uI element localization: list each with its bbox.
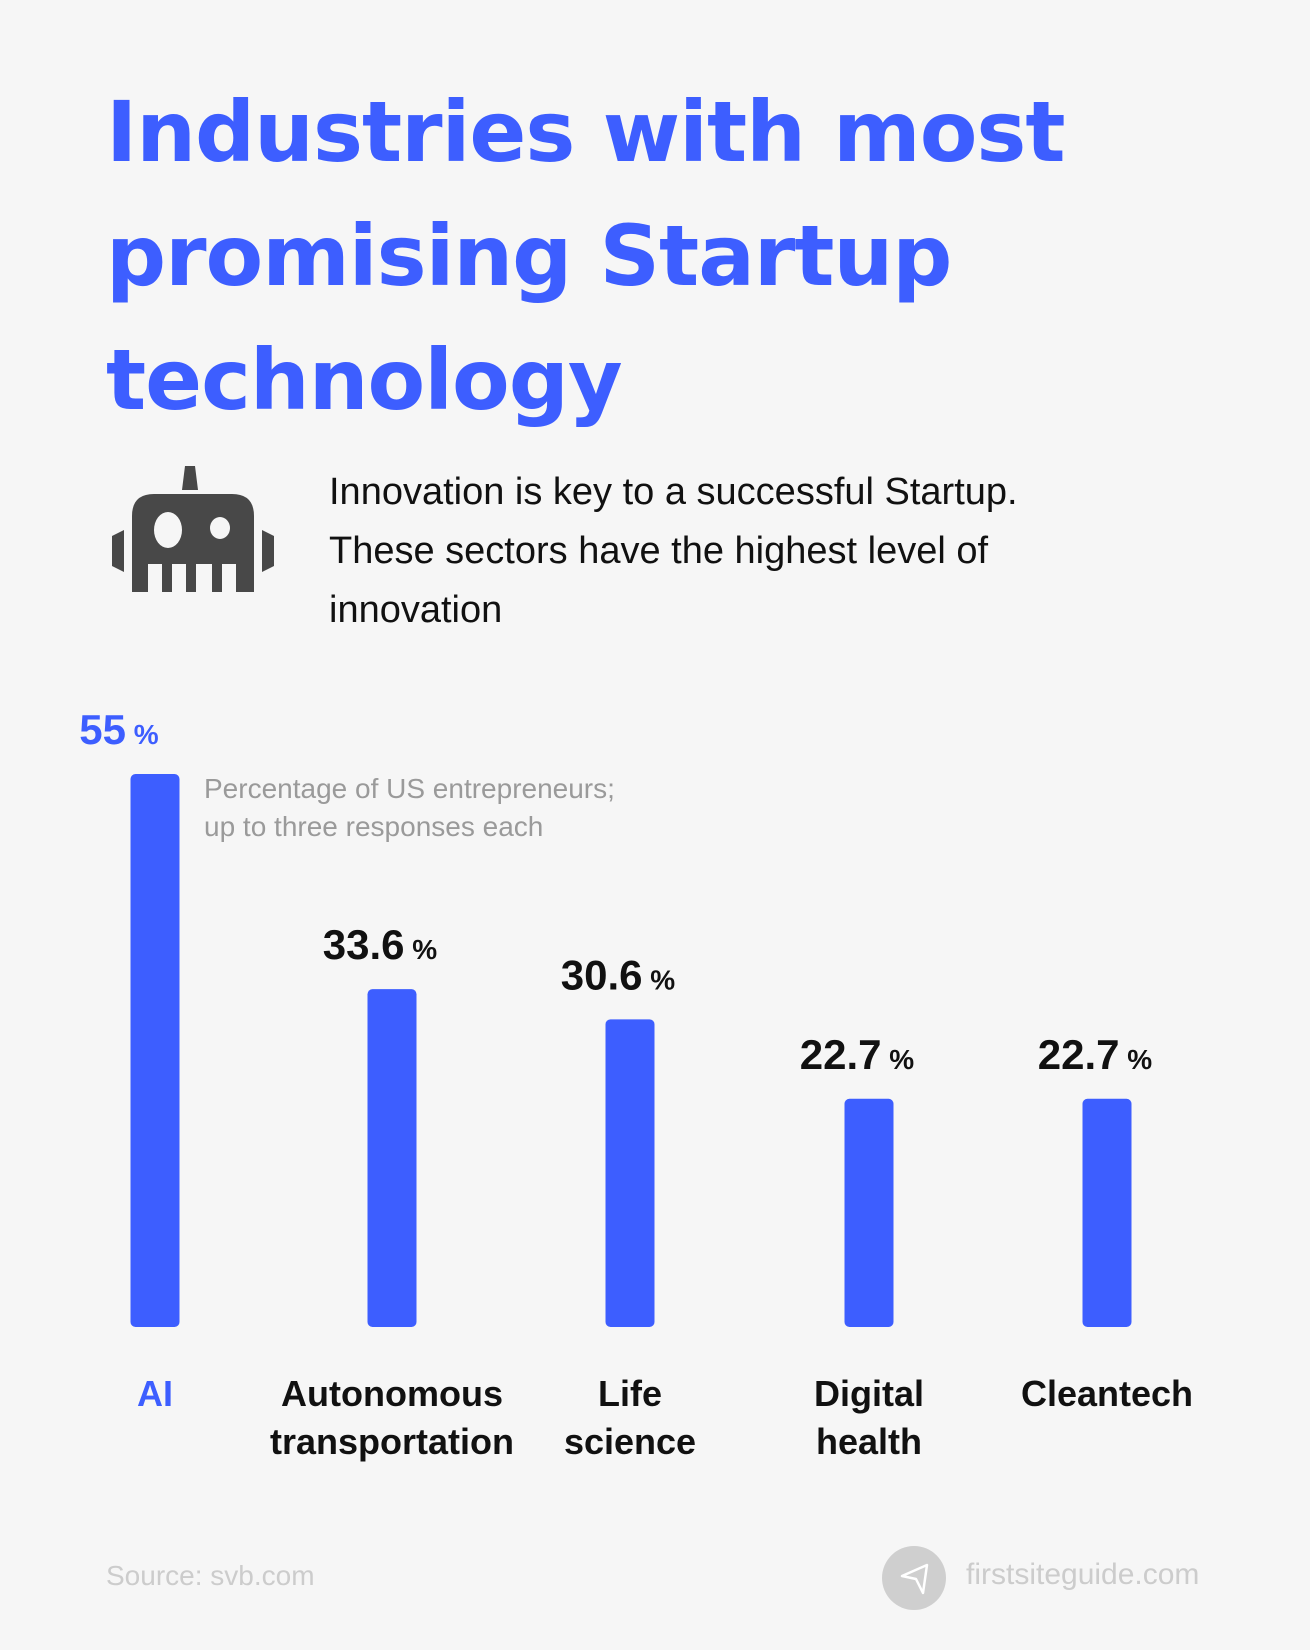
value-label: 33.6 % bbox=[323, 921, 438, 968]
bar-1 bbox=[367, 989, 417, 1327]
bar-0 bbox=[130, 774, 180, 1327]
category-line: AI bbox=[137, 1373, 173, 1414]
note-line: up to three responses each bbox=[204, 811, 544, 842]
category-label: AI bbox=[5, 1370, 305, 1418]
title-line: technology bbox=[106, 331, 623, 429]
robot-icon bbox=[112, 466, 274, 592]
paper-plane-icon bbox=[882, 1546, 946, 1610]
category-label: Autonomous transportation bbox=[242, 1370, 542, 1466]
intro-text: Innovation is key to a successful Startu… bbox=[329, 463, 1018, 640]
page-title: Industries with most promising Startup t… bbox=[106, 70, 1066, 442]
category-line: science bbox=[563, 1421, 697, 1462]
title-line: Industries with most bbox=[106, 83, 1066, 181]
category-line: transportation bbox=[269, 1421, 514, 1462]
category-line: Digital bbox=[813, 1373, 924, 1414]
value-label: 30.6 % bbox=[561, 951, 676, 998]
intro-line: innovation bbox=[329, 589, 503, 631]
value-label: 22.7 % bbox=[1038, 1031, 1153, 1078]
intro-line: These sectors have the highest level of bbox=[329, 530, 989, 572]
title-line: promising Startup bbox=[106, 207, 952, 305]
bar-2 bbox=[605, 1019, 655, 1327]
category-label: Life science bbox=[480, 1370, 780, 1466]
note-line: Percentage of US entrepreneurs; bbox=[204, 773, 615, 804]
bar-3 bbox=[844, 1098, 894, 1327]
value-label: 22.7 % bbox=[800, 1031, 915, 1078]
category-label: Cleantech bbox=[957, 1370, 1257, 1418]
intro-line: Innovation is key to a successful Startu… bbox=[329, 471, 1018, 513]
category-line: health bbox=[815, 1421, 922, 1462]
category-label: Digital health bbox=[719, 1370, 1019, 1466]
category-line: Autonomous bbox=[281, 1373, 503, 1414]
chart-note: Percentage of US entrepreneurs; up to th… bbox=[204, 770, 615, 846]
category-line: Cleantech bbox=[1020, 1373, 1194, 1414]
source-text: Source: svb.com bbox=[106, 1560, 315, 1591]
value-label: 55 % bbox=[79, 706, 158, 753]
site-name: firstsiteguide.com bbox=[966, 1558, 1200, 1591]
category-line: Life bbox=[597, 1373, 662, 1414]
bar-4 bbox=[1082, 1098, 1132, 1327]
